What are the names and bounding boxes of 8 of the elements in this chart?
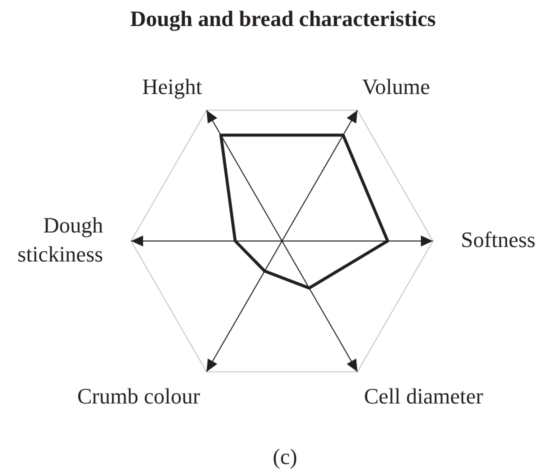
spoke-label: Softness (460, 226, 536, 252)
spoke-label: Volume (362, 74, 430, 99)
spoke-label: Cell diameter (364, 383, 484, 408)
spoke-label: Dough stickiness (18, 212, 104, 266)
chart-title: Dough and bread characteristics (130, 6, 436, 32)
spoke-label: Crumb colour (77, 383, 201, 408)
spoke-label: Height (142, 74, 202, 99)
text: (c) (272, 444, 298, 470)
